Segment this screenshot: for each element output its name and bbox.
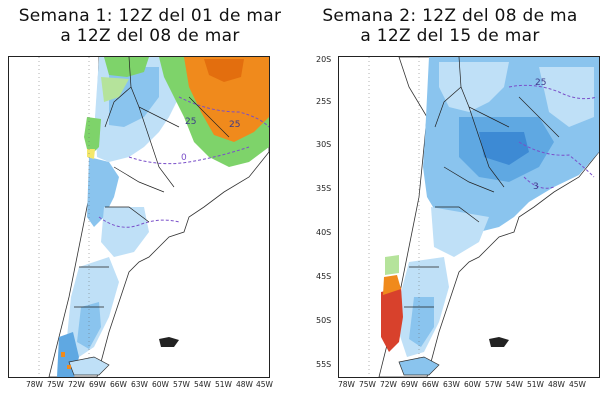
title-line-2: a 12Z del 08 de mar	[60, 26, 240, 46]
longitude-label: 48W	[548, 380, 565, 389]
tierra-del-fuego	[68, 356, 110, 376]
contour-label: 25	[185, 117, 196, 127]
longitude-label: 72W	[380, 380, 397, 389]
map-week-2: 25 3	[338, 56, 600, 378]
grid-dots	[38, 57, 90, 377]
longitude-label: 45W	[569, 380, 586, 389]
latitude-label: 20S	[316, 55, 332, 64]
panel-title: Semana 2: 12Z del 08 de ma a 12Z del 15 …	[300, 6, 600, 46]
light-blue-zone-east	[539, 67, 594, 127]
latitude-label: 40S	[316, 228, 332, 237]
islands	[159, 337, 179, 347]
longitude-label: 57W	[485, 380, 502, 389]
grid-dots	[368, 57, 420, 377]
latitude-label: 25S	[316, 97, 332, 106]
longitude-label: 63W	[131, 380, 148, 389]
longitude-label: 60W	[152, 380, 169, 389]
longitude-label: 51W	[215, 380, 232, 389]
panel-title: Semana 1: 12Z del 01 de mar a 12Z del 08…	[0, 6, 300, 46]
contour-line-1	[508, 84, 598, 100]
longitude-label: 60W	[464, 380, 481, 389]
latitude-label: 50S	[316, 316, 332, 325]
contour-line-3	[523, 176, 555, 189]
latitude-label: 30S	[316, 140, 332, 149]
longitude-label: 45W	[256, 380, 273, 389]
longitude-label: 63W	[443, 380, 460, 389]
blue-zone-andes	[87, 157, 119, 227]
title-line-1: Semana 2: 12Z del 08 de ma	[322, 6, 578, 26]
contour-line-2	[518, 141, 595, 178]
map-canvas: 25 25 0	[38, 57, 269, 377]
longitude-axis: 78W 75W 72W 69W 66W 63W 60W 57W 54W 51W …	[338, 380, 600, 392]
border-lines	[74, 57, 230, 308]
longitude-label: 75W	[359, 380, 376, 389]
light-blue-zone-north	[439, 62, 509, 112]
yellow-spot-andes	[87, 149, 95, 159]
longitude-label: 54W	[506, 380, 523, 389]
orange-zone-northeast	[184, 57, 269, 142]
longitude-label: 54W	[194, 380, 211, 389]
border-lines	[404, 57, 560, 308]
longitude-label: 57W	[173, 380, 190, 389]
title-line-1: Semana 1: 12Z del 01 de mar	[18, 6, 282, 26]
longitude-label: 78W	[338, 380, 355, 389]
latitude-label: 55S	[316, 360, 332, 369]
longitude-label: 69W	[89, 380, 106, 389]
longitude-axis: 78W 75W 72W 69W 66W 63W 60W 57W 54W 51W …	[8, 380, 273, 392]
light-blue-zone-central-south	[431, 207, 489, 257]
forecast-panel-week-2: Semana 2: 12Z del 08 de ma a 12Z del 15 …	[300, 0, 600, 400]
contour-label: 25	[535, 78, 546, 88]
light-green-zone-northwest	[101, 77, 129, 102]
orange-zone-chile-south	[383, 275, 401, 295]
longitude-label: 78W	[26, 380, 43, 389]
longitude-label: 66W	[422, 380, 439, 389]
light-blue-zone-central	[101, 207, 149, 257]
contour-line-3	[98, 216, 180, 228]
contour-label: 3	[533, 182, 539, 192]
longitude-label: 69W	[401, 380, 418, 389]
latitude-label: 35S	[316, 184, 332, 193]
title-line-2: a 12Z del 15 de mar	[360, 26, 540, 46]
dark-blue-zone-central	[479, 132, 529, 165]
tierra-del-fuego	[398, 356, 440, 376]
longitude-label: 75W	[47, 380, 64, 389]
map-canvas: 25 3	[368, 57, 599, 377]
latitude-label: 45S	[316, 272, 332, 281]
contour-label: 25	[229, 120, 240, 130]
contour-label: 0	[181, 153, 187, 163]
forecast-panel-week-1: Semana 1: 12Z del 01 de mar a 12Z del 08…	[0, 6, 300, 392]
green-zone-andes	[84, 117, 101, 157]
longitude-label: 72W	[68, 380, 85, 389]
contour-line-2	[128, 146, 250, 165]
contour-line-1	[178, 96, 269, 128]
longitude-label: 48W	[236, 380, 253, 389]
dark-orange-zone-northeast	[204, 59, 244, 82]
longitude-label: 51W	[527, 380, 544, 389]
map-week-1: 25 25 0	[8, 56, 270, 378]
longitude-label: 66W	[110, 380, 127, 389]
medium-blue-zone-south	[409, 297, 434, 347]
islands	[489, 337, 509, 347]
green-zone-northwest	[104, 57, 149, 77]
orange-specks-south	[61, 352, 71, 369]
light-green-zone-chile	[385, 255, 399, 275]
red-zone-chile-south	[381, 287, 403, 352]
